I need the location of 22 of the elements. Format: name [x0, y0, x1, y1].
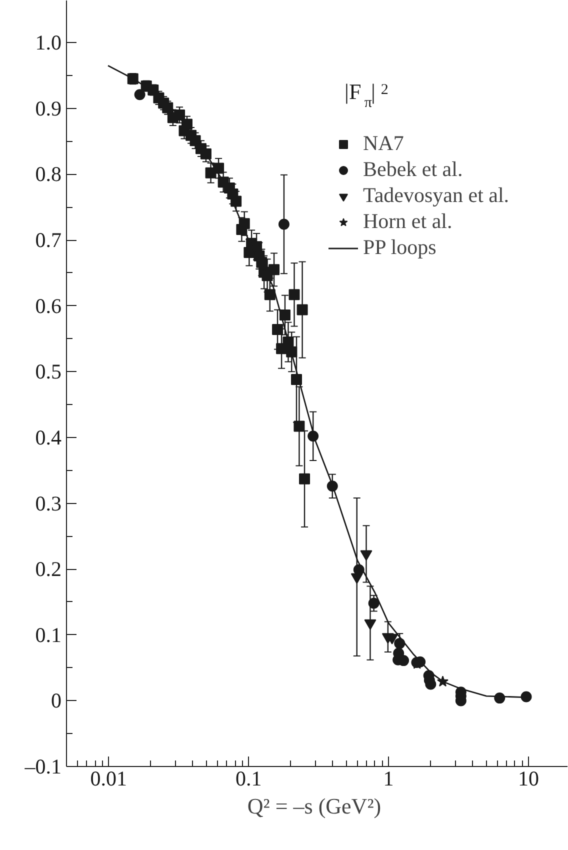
y-tick-label: 0.3: [35, 491, 62, 516]
x-tick-label: 10: [518, 766, 539, 790]
x-tick-label: 0.1: [235, 766, 262, 790]
legend-label: Horn et al.: [363, 209, 452, 234]
y-tick-label: 0.6: [35, 294, 62, 318]
legend-label: Bebek et al.: [363, 157, 463, 182]
legend-label: PP loops: [363, 235, 436, 260]
legend-label: Tadevosyan et al.: [363, 183, 510, 208]
x-axis-title: Q² = –s (GeV²): [247, 794, 382, 818]
y-tick-label: 0.1: [35, 622, 62, 647]
y-tick-label: 0.2: [35, 557, 62, 582]
y-tick-label: 1.0: [35, 30, 62, 55]
x-tick-label: 1: [383, 766, 394, 790]
y-tick-label: 0: [51, 688, 62, 713]
y-tick-label: 0.9: [35, 96, 62, 120]
legend-label: NA7: [363, 131, 404, 156]
y-tick-label: 0.4: [35, 425, 62, 450]
y-tick-label: 0.7: [35, 228, 62, 252]
y-tick-label: 0.8: [35, 162, 62, 186]
x-tick-label: 0.01: [90, 766, 128, 790]
y-tick-label: –0.1: [24, 754, 62, 778]
y-tick-label: 0.5: [35, 360, 62, 384]
